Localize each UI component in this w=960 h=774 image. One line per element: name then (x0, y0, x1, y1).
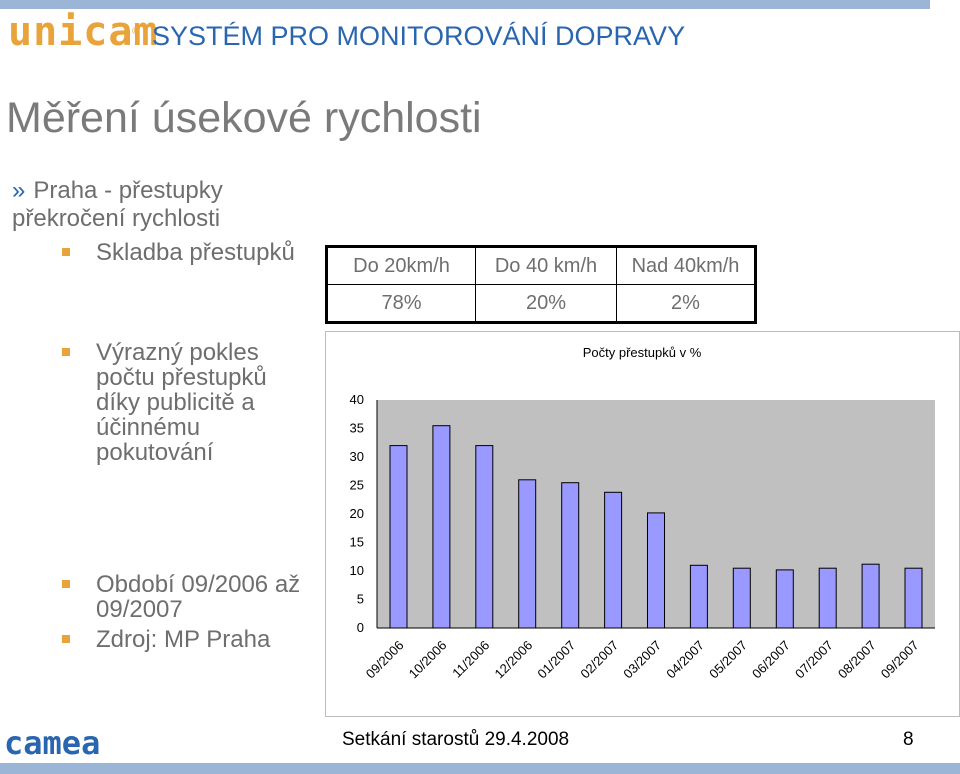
bar (861, 563, 880, 629)
bottom-accent-bar (0, 763, 960, 774)
x-tick-label: 06/2007 (749, 638, 793, 682)
square-bullet-icon (62, 635, 70, 643)
table-cell: 78% (326, 284, 476, 323)
top-accent-bar (0, 0, 930, 9)
x-tick-label: 04/2007 (663, 638, 707, 682)
x-tick-label: 09/2006 (363, 638, 407, 682)
y-tick-label: 15 (350, 535, 364, 550)
sub-bullet-period: Období 09/2006 až 09/2007 (62, 571, 309, 623)
bar (389, 445, 408, 629)
y-tick-label: 30 (350, 449, 364, 464)
y-tick-label: 10 (350, 563, 364, 578)
table-header-cell: Nad 40km/h (616, 246, 756, 285)
bar-chart: Počty přestupků v % 0 5 10 15 20 25 30 35 40 09/2… (350, 345, 935, 682)
x-tick-label: 10/2006 (406, 638, 450, 682)
sub-bullet-text: Zdroj: MP Praha (96, 626, 271, 653)
page-number: 8 (903, 729, 914, 750)
bar (561, 482, 580, 629)
bar (518, 479, 537, 629)
main-bullet-text: Praha - přestupky překročení rychlosti (12, 177, 223, 232)
bar (647, 512, 665, 629)
header-title: SYSTÉM PRO MONITOROVÁNÍ DOPRAVY (152, 21, 686, 51)
page-title: Měření úsekové rychlosti (6, 94, 482, 142)
square-bullet-icon (62, 348, 70, 356)
main-bullet: » Praha - přestupky překročení rychlosti (12, 177, 312, 233)
bar (732, 567, 751, 629)
table-cell: 2% (616, 284, 756, 323)
y-tick-label: 35 (350, 421, 364, 436)
y-tick-label: 5 (357, 592, 364, 607)
sub-bullet-text: Období 09/2006 až 09/2007 (96, 571, 301, 623)
sub-bullet-decline: Výrazný pokles počtu přestupků díky publ… (62, 339, 309, 466)
x-tick-label: 12/2006 (492, 638, 536, 682)
y-tick-label: 0 (357, 620, 364, 635)
camea-logo: camea (4, 724, 101, 762)
y-tick-label: 25 (350, 478, 364, 493)
x-tick-label: 02/2007 (577, 638, 621, 682)
footer-text: Setkání starostů 29.4.2008 (342, 729, 570, 750)
x-tick-label: 08/2007 (835, 638, 879, 682)
y-tick-label: 40 (350, 392, 364, 407)
square-bullet-icon (62, 248, 70, 256)
table-header-cell: Do 40 km/h (475, 246, 617, 285)
sub-bullet-text: Výrazný pokles počtu přestupků díky publ… (96, 339, 267, 466)
table-header-cell: Do 20km/h (326, 246, 476, 285)
bar (689, 564, 708, 629)
chevron-bullet-icon: » (12, 177, 26, 204)
composition-table: Do 20km/h Do 40 km/h Nad 40km/h 78% 20% … (325, 245, 757, 324)
table-cell: 20% (475, 284, 617, 323)
bar (904, 567, 923, 629)
bar (475, 445, 494, 629)
x-tick-label: 11/2006 (449, 638, 492, 681)
bar (775, 569, 794, 629)
y-tick-label: 20 (350, 506, 364, 521)
x-tick-label: 01/2007 (534, 638, 578, 682)
x-tick-label: 03/2007 (620, 638, 664, 682)
table-row: 78% 20% 2% (326, 284, 756, 323)
unicam-logo: unicam (8, 9, 159, 55)
x-tick-label: 05/2007 (706, 638, 750, 682)
bar (604, 491, 623, 629)
bar (432, 425, 451, 629)
registered-mark: ® (132, 26, 140, 37)
chart-title: Počty přestupků v % (583, 345, 702, 360)
square-bullet-icon (62, 580, 70, 588)
table-header-row: Do 20km/h Do 40 km/h Nad 40km/h (326, 246, 756, 285)
bar (818, 567, 837, 629)
sub-bullet-text: Skladba přestupků (96, 239, 295, 266)
x-tick-label: 09/2007 (878, 638, 922, 682)
x-tick-label: 07/2007 (792, 638, 836, 682)
sub-bullet-source: Zdroj: MP Praha (62, 626, 309, 653)
sub-bullet-composition: Skladba přestupků (62, 239, 309, 266)
chart-frame: Počty přestupků v % 0 5 10 15 20 25 30 35 40 09/2… (325, 331, 960, 717)
